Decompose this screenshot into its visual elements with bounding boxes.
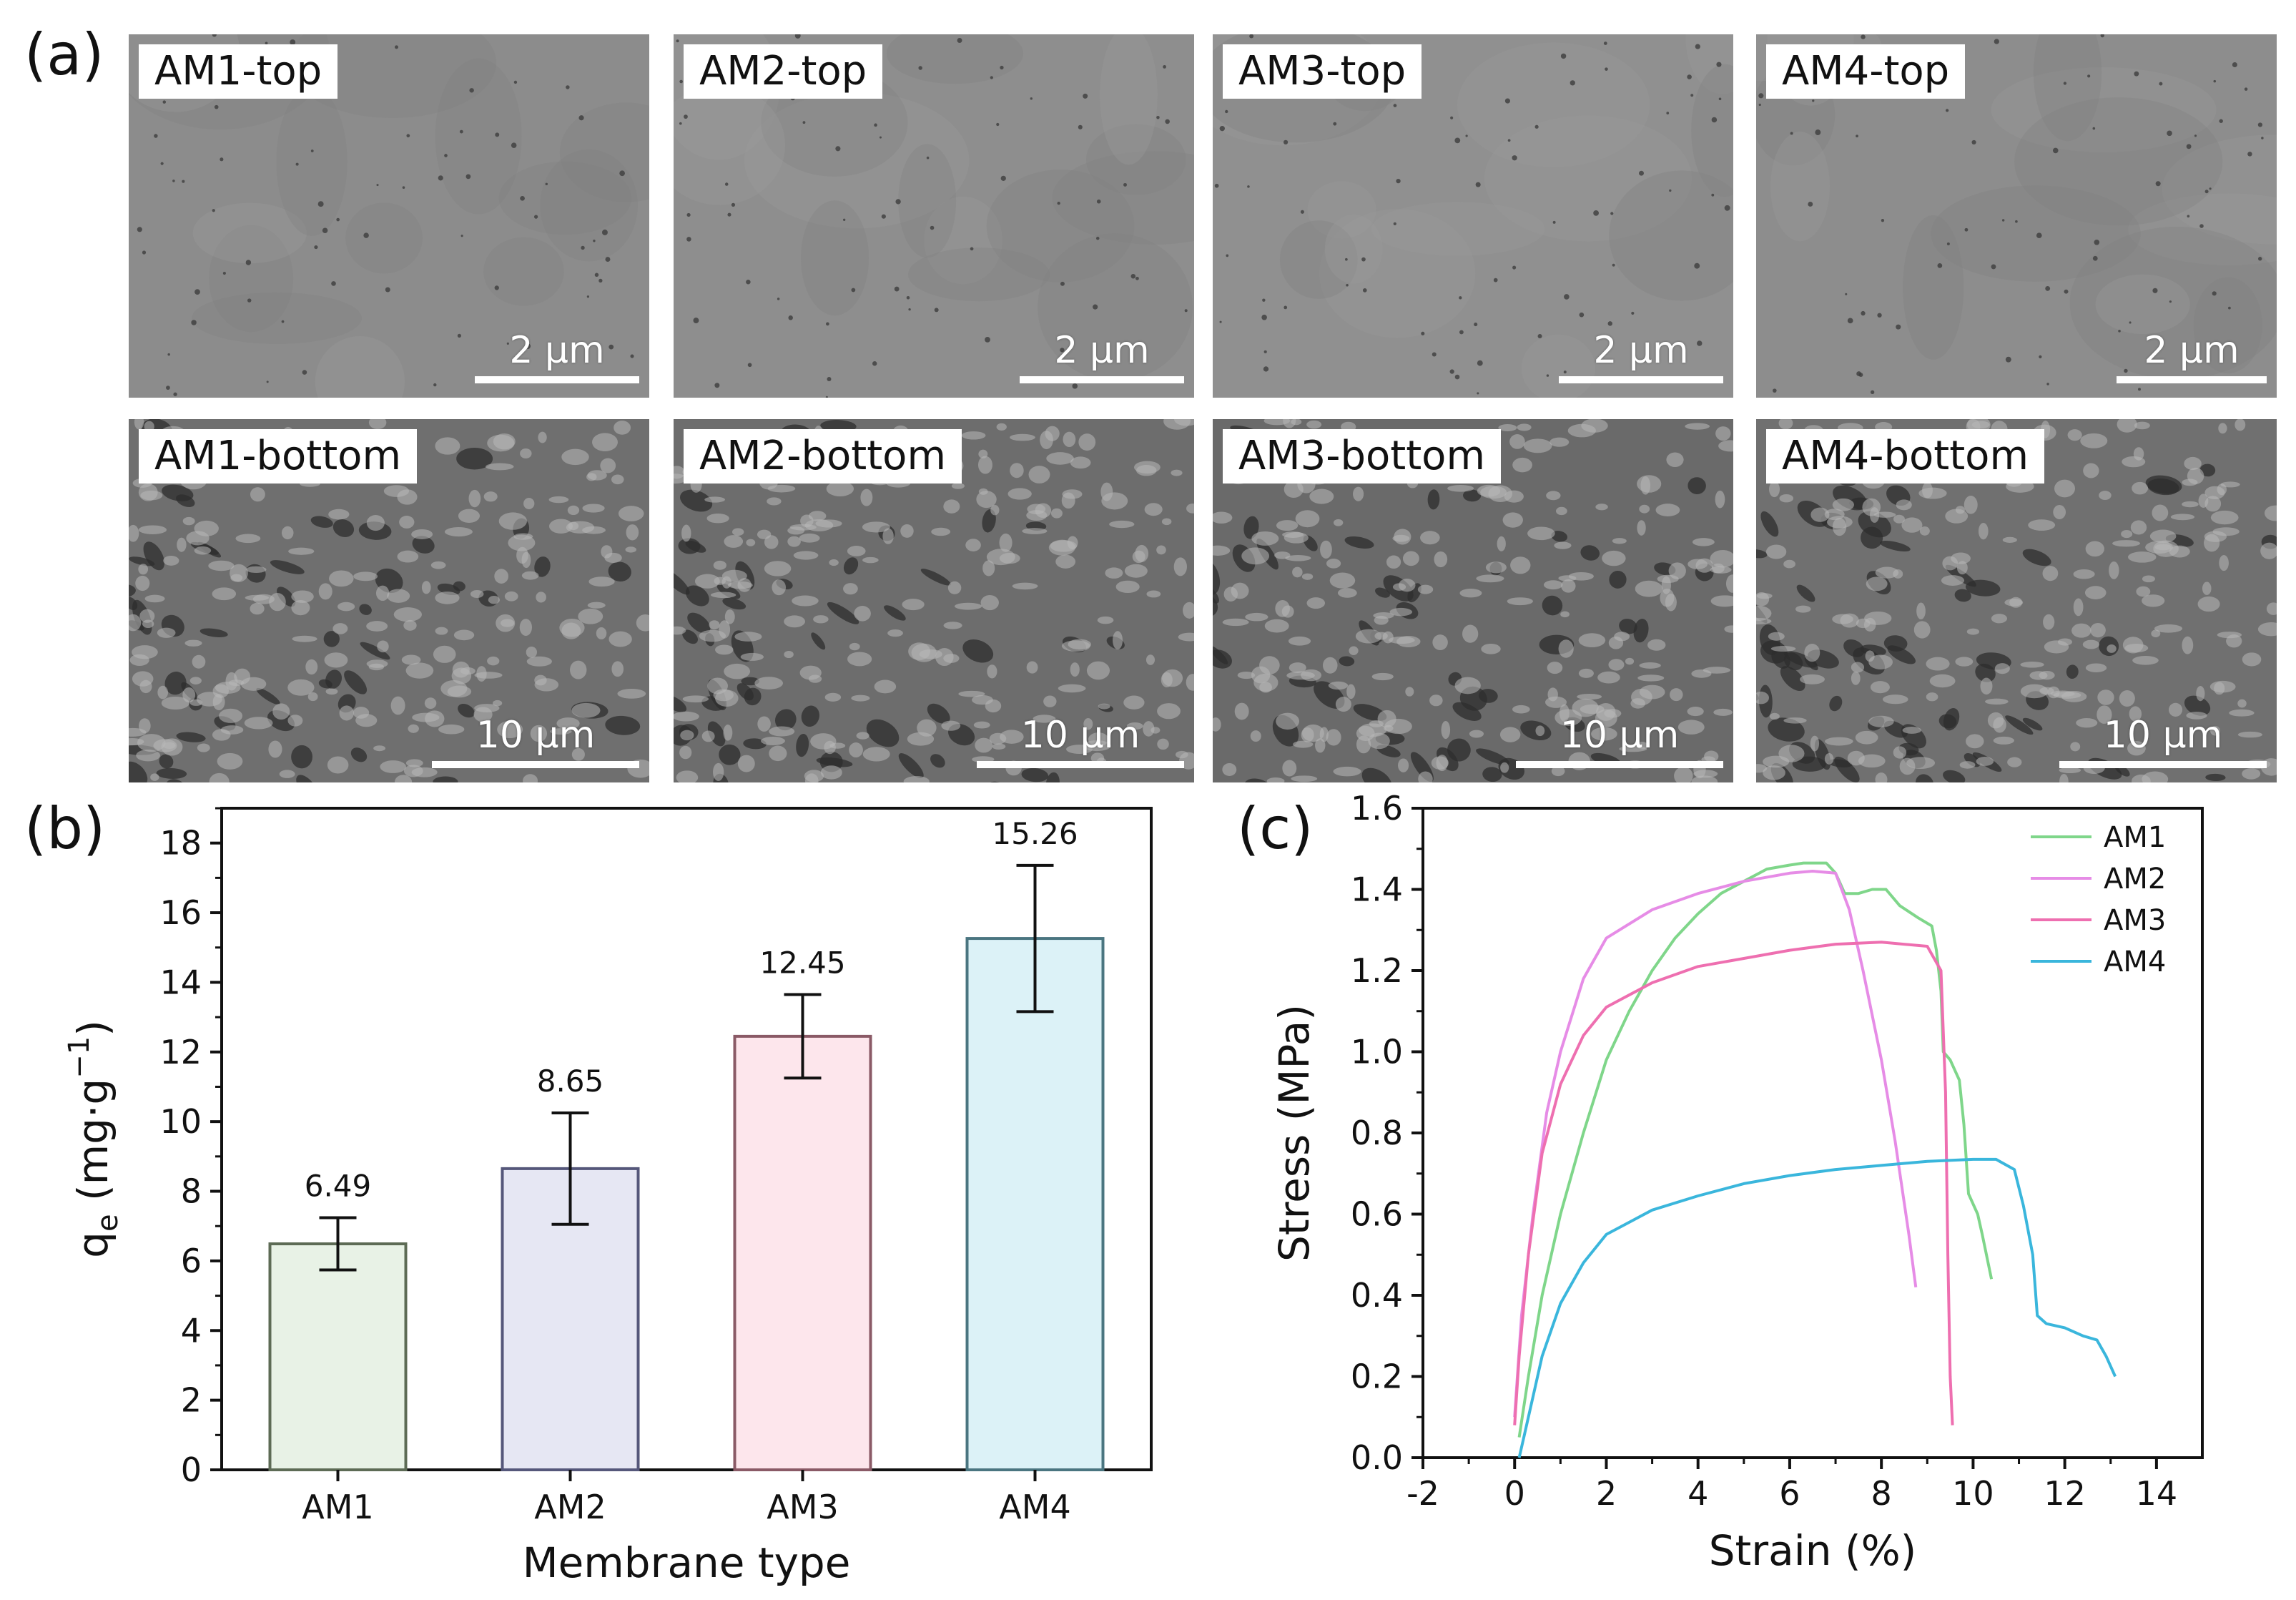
- y-tick-label: 0.4: [1351, 1276, 1403, 1315]
- sem-texture: [1756, 34, 2277, 394]
- y-tick-label: 4: [181, 1311, 202, 1350]
- sem-texture: [674, 419, 1194, 782]
- scale-text: 2 μm: [2144, 329, 2240, 372]
- data-label: 15.26: [992, 816, 1078, 851]
- sem-label: AM1-top: [139, 44, 338, 99]
- scale-text: 2 μm: [1593, 329, 1689, 372]
- y-tick-label: 0.6: [1351, 1195, 1403, 1234]
- data-label: 6.49: [305, 1169, 372, 1204]
- sem-image-am2-bottom: AM2-bottom 10 μm: [674, 419, 1194, 782]
- sem-image-am4-top: AM4-top 2 μm: [1756, 34, 2277, 398]
- y-tick-label: 0: [181, 1451, 202, 1489]
- y-tick-label: 18: [159, 824, 202, 863]
- sem-label: AM2-bottom: [684, 429, 962, 484]
- sem-label: AM4-top: [1766, 44, 1966, 99]
- sem-image-am1-bottom: AM1-bottom 10 μm: [129, 419, 649, 782]
- scale-bar: 2 μm: [475, 332, 639, 383]
- scale-bar: 10 μm: [1516, 717, 1723, 768]
- panel-label-b: (b): [24, 795, 106, 862]
- sem-label: AM1-bottom: [139, 429, 417, 484]
- sem-label: AM3-bottom: [1223, 429, 1501, 484]
- data-label: 8.65: [537, 1064, 604, 1099]
- y-tick-label: 10: [159, 1102, 202, 1141]
- y-tick-label: 0.2: [1351, 1358, 1403, 1396]
- scale-bar: 2 μm: [1559, 332, 1723, 383]
- bar-am1: [268, 1242, 408, 1472]
- legend-label: AM4: [2104, 946, 2166, 978]
- scale-bar: 2 μm: [1020, 332, 1184, 383]
- scale-text: 10 μm: [1020, 714, 1140, 757]
- series-line-am3: [1513, 941, 1954, 1425]
- sem-image-am2-top: AM2-top 2 μm: [674, 34, 1194, 398]
- x-tick-label: 12: [2044, 1474, 2086, 1513]
- y-tick-label: 1.0: [1351, 1033, 1403, 1071]
- sem-image-am3-top: AM3-top 2 μm: [1213, 34, 1733, 398]
- scale-text: 10 μm: [476, 714, 596, 757]
- y-tick-label: 14: [159, 963, 202, 1001]
- x-tick-label: AM4: [999, 1488, 1070, 1526]
- scale-bar: 10 μm: [432, 717, 639, 768]
- x-tick-label: 6: [1779, 1474, 1800, 1513]
- y-axis-label: Stress (MPa): [1270, 1004, 1319, 1262]
- legend-label: AM1: [2104, 821, 2166, 854]
- legend-label: AM2: [2104, 863, 2166, 895]
- sem-label: AM4-bottom: [1766, 429, 2044, 484]
- x-tick-label: -2: [1406, 1474, 1439, 1513]
- data-label: 12.45: [759, 945, 845, 980]
- scale-text: 10 μm: [2103, 714, 2223, 757]
- x-tick-label: 2: [1596, 1474, 1617, 1513]
- x-tick-label: 0: [1504, 1474, 1525, 1513]
- y-tick-label: 6: [181, 1242, 202, 1280]
- sem-label: AM3-top: [1223, 44, 1422, 99]
- y-tick-label: 16: [159, 893, 202, 932]
- sem-image-am4-bottom: AM4-bottom 10 μm: [1756, 419, 2277, 782]
- x-axis-label: Strain (%): [1709, 1526, 1917, 1575]
- sem-image-am1-top: AM1-top 2 μm: [129, 34, 649, 398]
- y-tick-label: 2: [181, 1381, 202, 1420]
- series-line-am4: [1517, 1157, 2117, 1458]
- scale-text: 2 μm: [509, 329, 605, 372]
- series-line-am2: [1513, 870, 1918, 1418]
- scale-text: 10 μm: [1560, 714, 1680, 757]
- y-tick-label: 1.4: [1351, 870, 1403, 909]
- x-tick-label: 8: [1871, 1474, 1892, 1513]
- y-axis-label: qe (mg·g−1): [63, 1020, 124, 1258]
- x-axis-label: Membrane type: [523, 1538, 851, 1587]
- x-tick-label: 14: [2136, 1474, 2178, 1513]
- y-tick-label: 0.0: [1351, 1438, 1403, 1477]
- legend-label: AM3: [2104, 904, 2166, 937]
- sem-texture: [674, 34, 1194, 398]
- panel-label-a: (a): [24, 21, 104, 88]
- sem-label: AM2-top: [684, 44, 883, 99]
- scale-bar: 2 μm: [2117, 332, 2267, 383]
- y-tick-label: 0.8: [1351, 1114, 1403, 1152]
- scale-bar: 10 μm: [977, 717, 1184, 768]
- adsorption-bar-chart: 0 2 4 6 8 10 12 14 16 18 6.49 AM1 8.65 AM2 12.45 AM3 15.…: [63, 807, 1153, 1587]
- y-tick-label: 12: [159, 1033, 202, 1071]
- y-tick-label: 1.6: [1351, 789, 1403, 828]
- x-tick-label: AM2: [534, 1488, 606, 1526]
- x-tick-label: 10: [1952, 1474, 1994, 1513]
- scale-text: 2 μm: [1054, 329, 1150, 372]
- x-tick-label: AM3: [767, 1488, 838, 1526]
- sem-image-am3-bottom: AM3-bottom 10 μm: [1213, 419, 1733, 782]
- y-tick-label: 8: [181, 1172, 202, 1211]
- x-tick-label: AM1: [302, 1488, 373, 1526]
- y-tick-label: 1.2: [1351, 951, 1403, 990]
- scale-bar: 10 μm: [2059, 717, 2267, 768]
- panel-label-c: (c): [1237, 795, 1314, 862]
- plot-frame: [220, 807, 1153, 1471]
- series-line-am1: [1517, 861, 1994, 1438]
- bar-am4: [965, 937, 1105, 1472]
- bar-am3: [733, 1034, 872, 1471]
- stress-strain-line-chart: -2 0 2 4 6 8 10 12 14 0.0 0.2 0.4 0.6 0.8 1.0 1.2 1.4 1.6…: [1270, 789, 2204, 1575]
- x-tick-label: 4: [1687, 1474, 1708, 1513]
